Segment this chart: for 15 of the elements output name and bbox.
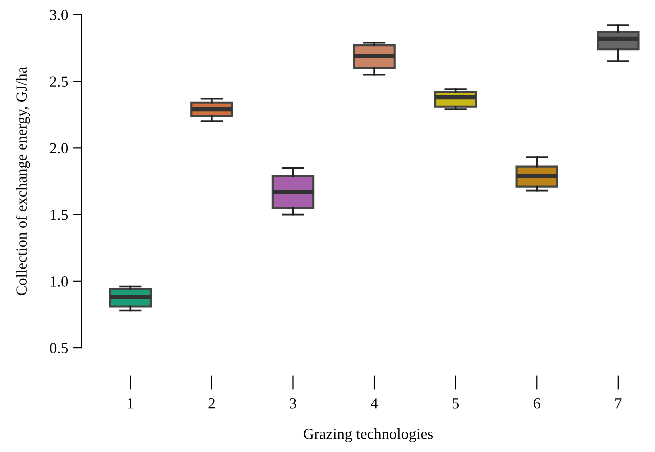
- x-tick-label: 4: [371, 398, 378, 409]
- x-tick-label: 5: [452, 398, 460, 409]
- x-tick-label: 1: [128, 398, 134, 409]
- x-tick-label: 6: [534, 398, 540, 409]
- x-tick-label: 7: [616, 398, 622, 409]
- x-tick-label: 3: [290, 398, 296, 409]
- y-tick-label: 2.0: [50, 143, 68, 154]
- x-axis-title: Grazing technologies: [304, 428, 434, 442]
- y-tick-label: 3.0: [50, 10, 68, 20]
- y-axis-title: Collection of exchange energy, GJ/ha: [16, 67, 30, 296]
- y-tick-label: 0.5: [50, 343, 68, 354]
- y-tick-label: 2.5: [50, 76, 68, 88]
- y-tick-label: 1.0: [50, 276, 68, 287]
- y-tick-label: 1.5: [50, 210, 68, 220]
- x-tick-label: 2: [208, 398, 215, 409]
